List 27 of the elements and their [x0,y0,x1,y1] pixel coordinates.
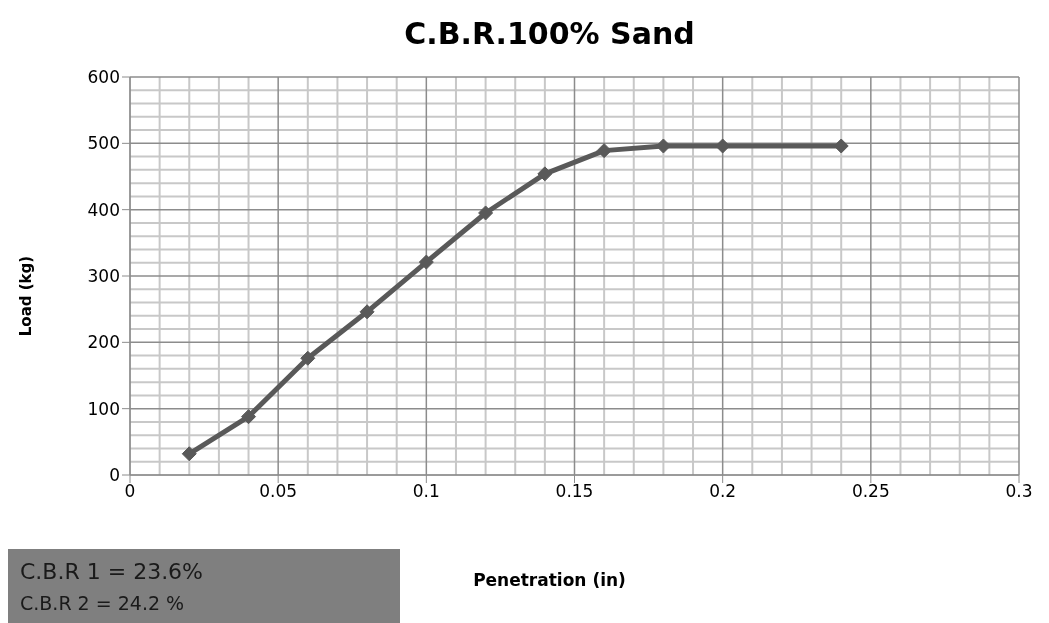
y-tick-label: 600 [87,67,120,88]
point [359,304,375,320]
y-tick-label: 100 [87,398,120,419]
y-tick-label: 200 [87,332,120,353]
x-tick-label: 0.05 [259,481,298,502]
x-tick-label: 0.1 [412,481,440,502]
x-tick-label: 0.3 [1005,481,1033,502]
x-tick-label: 0 [124,481,136,502]
text: C.B.R 1 = 23.6% [20,559,205,584]
x-tick-label: 0.15 [555,481,594,502]
chart-title: C.B.R.100% Sand [403,16,696,51]
point [418,254,434,270]
point [181,446,197,462]
y-tick-label: 400 [87,199,120,220]
point [596,143,612,159]
y-axis-title: Load (kg) [17,255,35,337]
point [537,166,553,182]
point [478,205,494,221]
x-axis-title: Penetration (in) [472,570,627,590]
y-tick-label: 500 [87,133,120,154]
y-tick-label: 300 [87,266,120,287]
x-tick-label: 0.25 [851,481,890,502]
y-tick-label: 0 [109,465,120,486]
text: C.B.R 2 = 24.2 % [20,592,186,614]
point [300,350,316,366]
point [241,409,257,425]
x-tick-label: 0.2 [709,481,737,502]
